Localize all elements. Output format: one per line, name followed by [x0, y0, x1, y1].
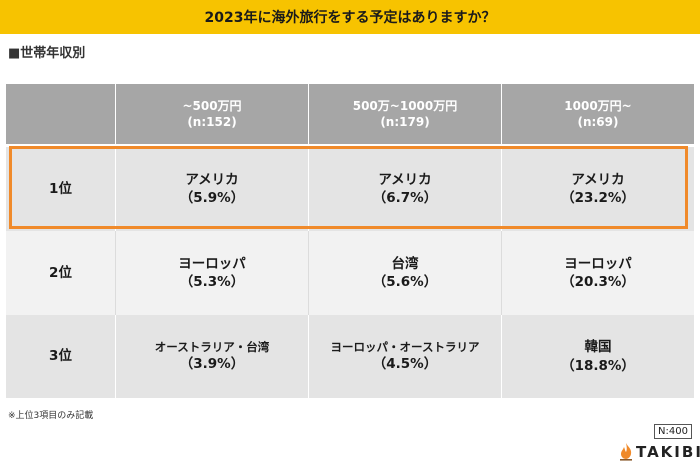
page-title: 2023年に海外旅行をする予定はありますか？	[204, 10, 496, 26]
country-name: 韓国	[584, 339, 612, 356]
table-row: 2位 ヨーロッパ （5.3%） 台湾 （5.6%） ヨーロッパ （20.3%）	[6, 231, 694, 315]
table-cell: 韓国 （18.8%）	[501, 315, 694, 398]
table-cell: アメリカ （6.7%）	[308, 147, 501, 231]
percentage: （5.9%）	[179, 190, 245, 206]
percentage: （5.6%）	[372, 274, 438, 290]
table-cell: ヨーロッパ （5.3%）	[115, 231, 308, 315]
percentage: （4.5%）	[372, 356, 438, 373]
flame-icon	[620, 443, 632, 461]
country-name: オーストラリア・台湾	[154, 339, 270, 354]
table-header-row: ~500万円 (n:152) 500万~1000万円 (n:179) 1000万…	[6, 84, 694, 144]
country-name: アメリカ	[378, 171, 432, 188]
section-subtitle: ■世帯年収別	[8, 46, 86, 61]
table-cell: オーストラリア・台湾 （3.9%）	[115, 315, 308, 398]
percentage: （23.2%）	[561, 190, 635, 206]
takibi-logo: TAKIBI	[619, 443, 700, 461]
header-cell: 1000万円~ (n:69)	[501, 84, 694, 144]
country-name: ヨーロッパ	[178, 255, 246, 272]
rank-cell: 3位	[49, 348, 72, 365]
sample-size-badge: N:400	[654, 424, 692, 439]
percentage: （18.8%）	[561, 357, 635, 374]
header-cell: 500万~1000万円 (n:179)	[308, 84, 501, 144]
table-cell: アメリカ （5.9%）	[115, 147, 308, 231]
header-sample: (n:69)	[577, 115, 619, 129]
rank-cell: 1位	[49, 180, 72, 197]
country-name: ヨーロッパ	[564, 255, 632, 272]
country-name: アメリカ	[571, 171, 625, 188]
percentage: （6.7%）	[372, 190, 438, 206]
table-row: 1位 アメリカ （5.9%） アメリカ （6.7%） アメリカ （23.2%）	[6, 147, 694, 231]
table-cell: ヨーロッパ （20.3%）	[501, 231, 694, 315]
country-name: アメリカ	[185, 171, 239, 188]
footnote: ※上位3項目のみ記載	[8, 411, 94, 421]
table-row: 3位 オーストラリア・台湾 （3.9%） ヨーロッパ・オーストラリア （4.5%…	[6, 315, 694, 398]
percentage: （5.3%）	[179, 274, 245, 290]
country-name: ヨーロッパ・オーストラリア	[330, 339, 480, 354]
table-cell: ヨーロッパ・オーストラリア （4.5%）	[308, 315, 501, 398]
rank-cell: 2位	[49, 264, 72, 281]
header-label: 1000万円~	[564, 98, 632, 113]
title-bar: 2023年に海外旅行をする予定はありますか？	[0, 0, 700, 34]
country-name: 台湾	[391, 255, 419, 272]
table-cell: アメリカ （23.2%）	[501, 147, 694, 231]
header-sample: (n:179)	[380, 115, 430, 129]
header-label: ~500万円	[182, 98, 242, 113]
percentage: （3.9%）	[179, 356, 245, 373]
logo-text: TAKIBI	[636, 443, 700, 461]
header-cell: ~500万円 (n:152)	[115, 84, 308, 144]
table-cell: 台湾 （5.6%）	[308, 231, 501, 315]
ranking-table: ~500万円 (n:152) 500万~1000万円 (n:179) 1000万…	[6, 84, 694, 398]
header-label: 500万~1000万円	[352, 98, 458, 113]
header-empty-cell	[6, 84, 115, 144]
percentage: （20.3%）	[561, 274, 635, 290]
header-sample: (n:152)	[187, 115, 237, 129]
